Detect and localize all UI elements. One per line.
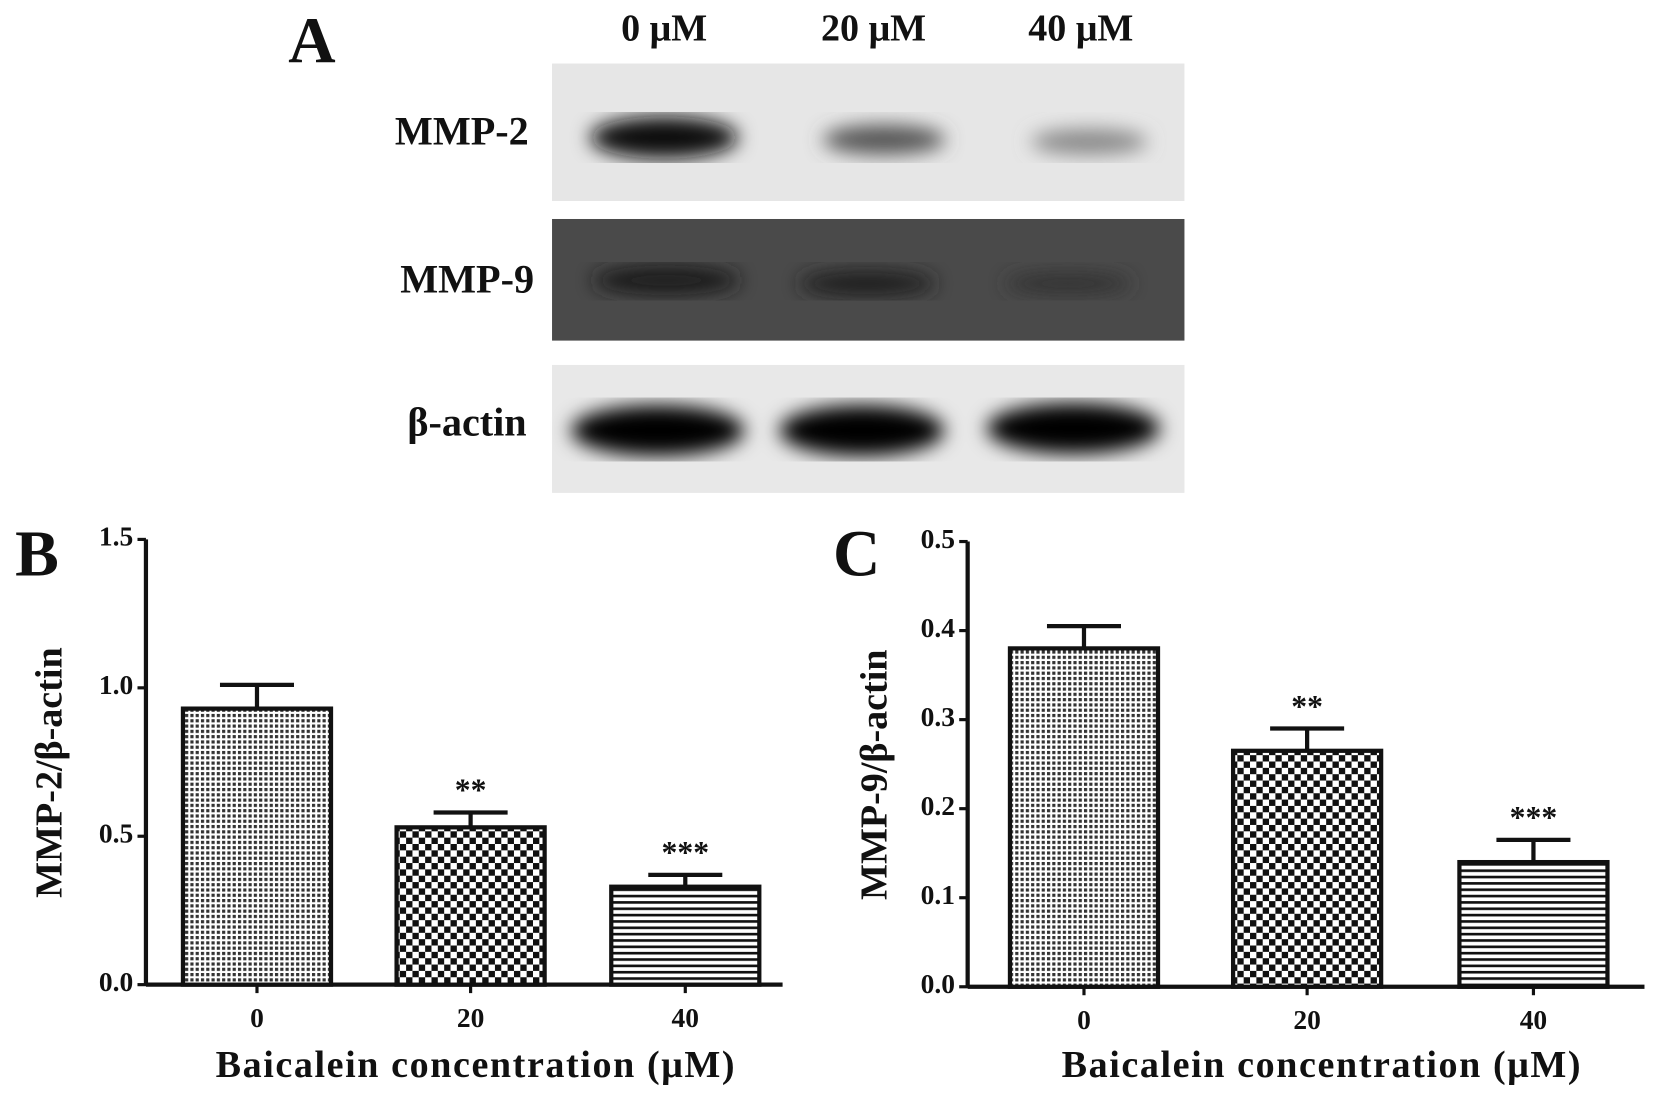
y-tick-label: 0.2 [921, 791, 955, 821]
bar [394, 825, 547, 987]
y-axis-label: MMP-9/β-actin [853, 649, 895, 899]
bar [1457, 859, 1610, 989]
x-tick-label: 20 [457, 1003, 484, 1033]
y-tick-label: 0.1 [921, 880, 955, 910]
x-tick-label: 0 [1077, 1005, 1091, 1035]
y-tick-label: 0.3 [921, 702, 955, 732]
y-tick-label: 1.5 [99, 522, 133, 552]
lane-label: 0 μM [621, 8, 707, 50]
panel-label: C [833, 519, 880, 591]
panel-label: B [15, 519, 59, 591]
significance: ** [455, 773, 487, 808]
x-tick-label: 20 [1293, 1005, 1320, 1035]
y-tick-label: 0.4 [921, 613, 956, 643]
bar [180, 706, 334, 987]
band-label: MMP-9 [400, 257, 534, 302]
y-tick-label: 0.0 [921, 969, 955, 999]
panel-a: A 0 μM 20 μM 40 μM MMP-2 MMP-9 β-actin [288, 6, 1185, 493]
bands [571, 403, 1161, 456]
x-axis-label: Baicalein concentration (μM) [1062, 1044, 1583, 1086]
bands [592, 265, 1132, 298]
y-tick-label: 0.5 [99, 819, 133, 849]
x-tick-label: 0 [250, 1003, 264, 1033]
significance: ** [1291, 689, 1323, 724]
lane-label: 40 μM [1028, 8, 1133, 50]
significance: *** [1510, 800, 1558, 835]
bands [590, 116, 1148, 159]
y-tick-label: 0.0 [99, 967, 133, 997]
bar [1007, 646, 1161, 989]
x-tick-label: 40 [672, 1003, 699, 1033]
bar [609, 884, 762, 987]
significance: *** [661, 835, 709, 870]
band-label: MMP-2 [395, 109, 529, 154]
y-tick-label: 1.0 [99, 670, 133, 700]
y-tick-label: 0.5 [921, 524, 955, 554]
x-tick-label: 40 [1520, 1005, 1547, 1035]
x-axis-label: Baicalein concentration (μM) [216, 1044, 737, 1086]
panel-label: A [288, 6, 335, 78]
band-label: β-actin [407, 399, 526, 444]
lane-label: 20 μM [821, 8, 926, 50]
y-axis-label: MMP-2/β-actin [29, 647, 71, 897]
bar [1230, 748, 1384, 989]
